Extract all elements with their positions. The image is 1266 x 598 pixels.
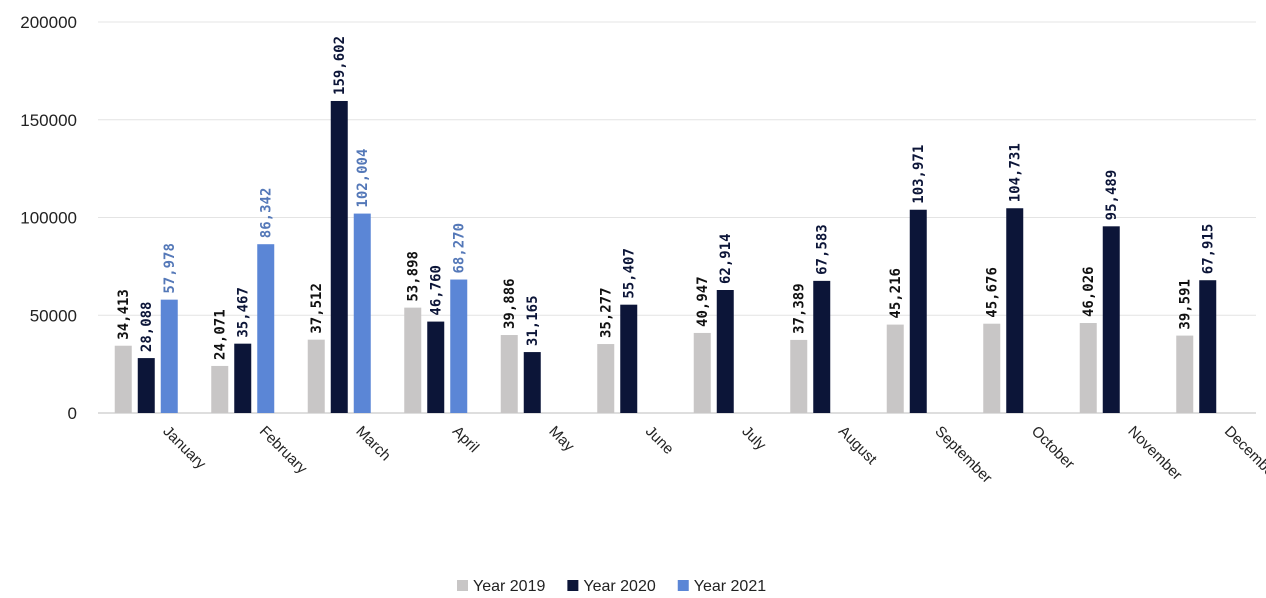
bar [790, 339, 808, 413]
bar [114, 345, 132, 413]
bar [523, 352, 541, 413]
bar [983, 323, 1001, 413]
x-tick-label: August [835, 423, 881, 469]
x-tick-label: January [159, 423, 209, 473]
data-label: 40,947 [695, 276, 711, 327]
bar [257, 244, 275, 413]
data-label: 62,914 [718, 233, 734, 284]
bar [909, 209, 927, 413]
data-label: 39,591 [1178, 279, 1194, 330]
bar [1006, 208, 1024, 413]
data-label: 24,071 [213, 309, 229, 360]
x-tick-label: October [1028, 423, 1078, 473]
data-label: 67,915 [1201, 224, 1217, 275]
bar [211, 365, 229, 413]
bar [813, 280, 831, 413]
y-tick-label: 100000 [20, 209, 77, 228]
bar [886, 324, 904, 413]
y-tick-label: 150000 [20, 111, 77, 130]
data-label: 103,971 [911, 145, 927, 204]
x-tick-label: June [642, 423, 677, 458]
data-label: 102,004 [355, 149, 371, 208]
x-tick-label: February [256, 423, 311, 478]
data-label: 34,413 [116, 289, 132, 340]
bar [330, 100, 348, 413]
data-label: 67,583 [815, 224, 831, 275]
x-tick-label: December [1221, 423, 1266, 484]
bar [620, 304, 638, 413]
bar [160, 299, 178, 413]
bar [597, 344, 615, 413]
legend-swatch [677, 580, 689, 591]
data-label: 31,165 [525, 295, 541, 346]
bar [137, 358, 155, 413]
data-label: 53,898 [406, 251, 422, 302]
x-tick-label: November [1124, 423, 1185, 484]
data-label: 35,277 [599, 287, 615, 338]
legend-label: Year 2019 [473, 578, 545, 595]
data-label: 39,886 [502, 278, 518, 329]
data-label: 68,270 [452, 223, 468, 274]
data-label: 35,467 [236, 287, 252, 338]
data-label: 86,342 [259, 188, 275, 239]
bar [1176, 335, 1194, 413]
data-label: 95,489 [1104, 170, 1120, 221]
data-label: 46,760 [429, 265, 445, 316]
bar [353, 213, 371, 413]
bar [404, 307, 422, 413]
bar [234, 343, 252, 413]
x-tick-label: March [352, 423, 393, 464]
bar [1199, 280, 1217, 413]
legend-label: Year 2021 [694, 578, 766, 595]
bar [1102, 226, 1120, 413]
x-tick-label: July [738, 423, 769, 454]
data-label: 45,676 [985, 267, 1001, 318]
data-label: 28,088 [139, 302, 155, 353]
bar [450, 279, 468, 413]
data-label: 37,512 [309, 283, 325, 334]
data-label: 46,026 [1081, 266, 1097, 317]
data-label: 55,407 [622, 248, 638, 299]
legend-swatch [567, 580, 579, 591]
data-label: 104,731 [1008, 143, 1024, 202]
x-tick-label: September [931, 423, 995, 487]
data-label: 45,216 [888, 268, 904, 319]
data-label: 57,978 [162, 243, 178, 294]
x-tick-label: April [449, 423, 482, 456]
data-label: 159,602 [332, 36, 348, 95]
y-tick-label: 50000 [30, 306, 77, 325]
bar [307, 339, 325, 413]
bar [693, 332, 711, 413]
bar [1079, 323, 1097, 413]
data-label: 37,389 [792, 283, 808, 334]
bar [500, 335, 518, 413]
bar [427, 321, 445, 413]
y-tick-label: 0 [68, 404, 77, 423]
y-tick-label: 200000 [20, 13, 77, 32]
legend-label: Year 2020 [583, 578, 655, 595]
bar [716, 290, 734, 413]
legend-swatch [457, 580, 468, 591]
x-tick-label: May [545, 423, 577, 455]
